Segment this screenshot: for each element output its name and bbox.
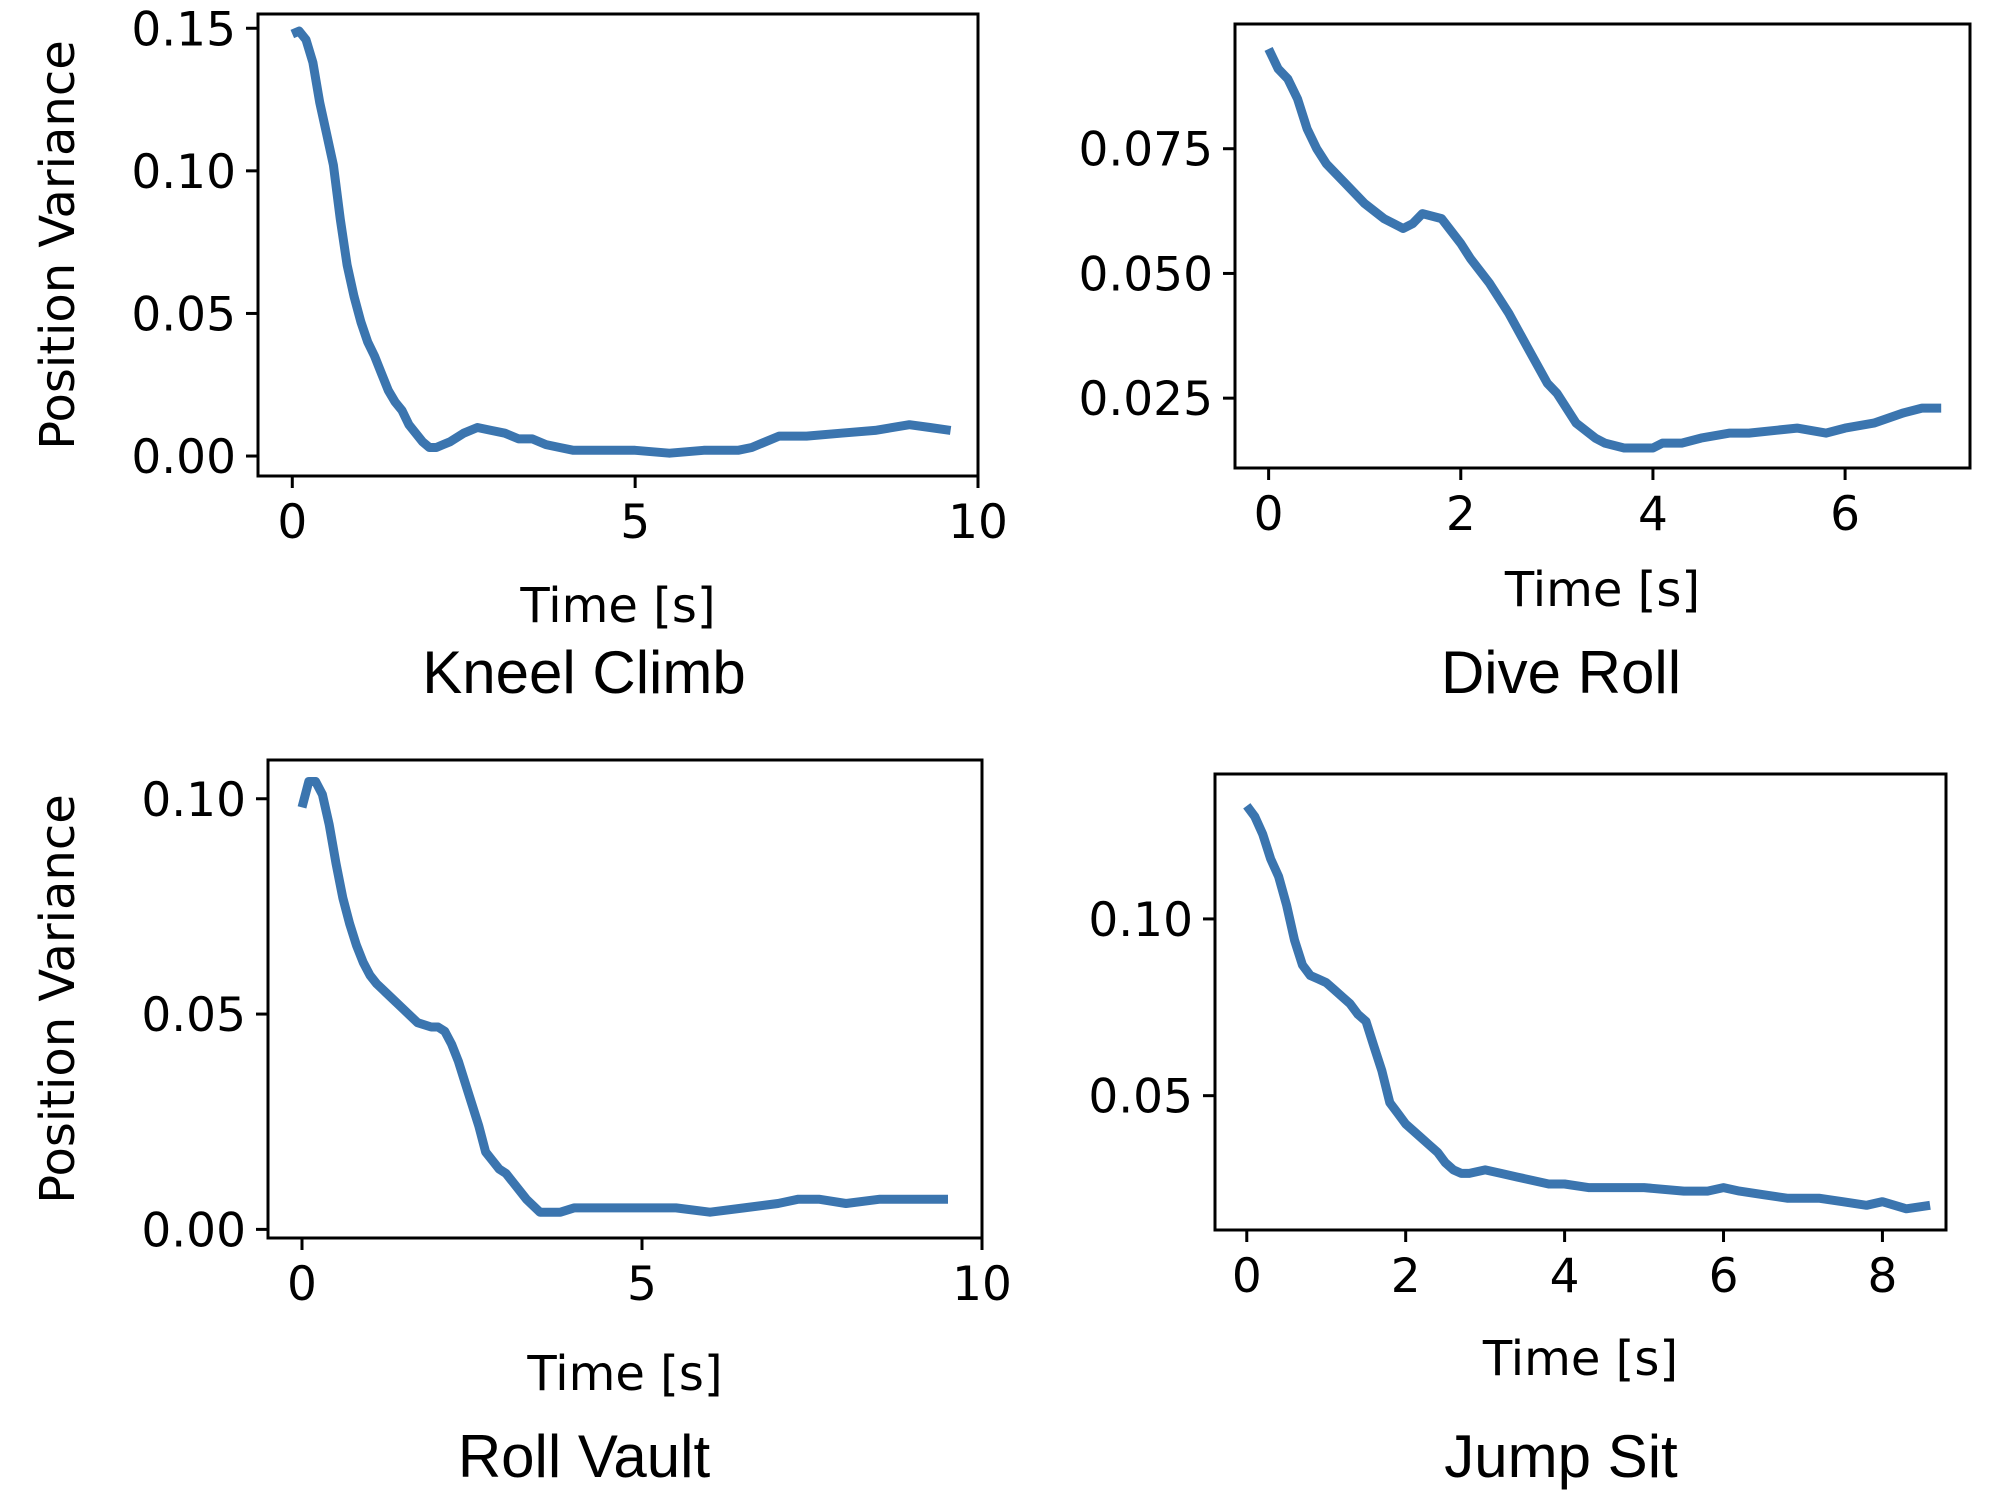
x-tick-label-dive-roll: 0: [1254, 487, 1284, 542]
y-tick-label-dive-roll: 0.075: [1078, 123, 1213, 178]
x-tick-label-jump-sit: 6: [1709, 1249, 1739, 1304]
x-tick-label-roll-vault: 5: [627, 1257, 657, 1312]
axes-frame-roll-vault: [266, 758, 984, 1240]
panel-title-roll-vault: Roll Vault: [458, 1423, 711, 1490]
x-tick-label-roll-vault: 10: [952, 1257, 1012, 1312]
x-axis-label-dive-roll: Time [s]: [1504, 562, 1700, 618]
x-tick-label-jump-sit: 4: [1550, 1249, 1580, 1304]
x-axis-label-roll-vault: Time [s]: [526, 1346, 722, 1402]
y-tick-label-roll-vault: 0.05: [141, 988, 246, 1043]
x-tick-label-jump-sit: 8: [1867, 1249, 1897, 1304]
series-line-dive-roll: [1264, 46, 1942, 453]
x-tick-label-roll-vault: 0: [287, 1257, 317, 1312]
y-tick-label-kneel-climb: 0.05: [131, 287, 236, 342]
y-tick-label-roll-vault: 0.10: [141, 773, 246, 828]
y-axis-label-roll-vault: Position Variance: [30, 794, 86, 1204]
series-line-jump-sit: [1243, 803, 1931, 1214]
panel-jump-sit: 0 2 4 6 8 0.05 0.10 Time [s] Jump Sit: [1088, 772, 1948, 1490]
series-line-kneel-climb: [290, 26, 952, 458]
y-tick-label-roll-vault: 0.00: [141, 1203, 246, 1258]
x-tick-label-jump-sit: 2: [1391, 1249, 1421, 1304]
y-tick-label-jump-sit: 0.05: [1088, 1070, 1193, 1125]
x-tick-label-kneel-climb: 10: [948, 495, 1008, 550]
panel-title-dive-roll: Dive Roll: [1441, 639, 1681, 706]
panel-roll-vault: 0 5 10 0.00 0.05 0.10 Time [s] Position Varianc…: [30, 758, 1012, 1490]
y-tick-label-kneel-climb: 0.00: [131, 430, 236, 485]
y-axis-label-kneel-climb: Position Variance: [30, 40, 86, 450]
panel-title-kneel-climb: Kneel Climb: [422, 639, 745, 706]
x-axis-label-kneel-climb: Time [s]: [519, 578, 715, 634]
y-tick-label-kneel-climb: 0.10: [131, 145, 236, 200]
axes-frame-jump-sit: [1213, 772, 1948, 1232]
y-tick-label-dive-roll: 0.050: [1078, 247, 1213, 302]
axes-frame-kneel-climb: [256, 12, 980, 478]
x-axis-label-jump-sit: Time [s]: [1482, 1331, 1678, 1387]
y-tick-label-jump-sit: 0.10: [1088, 893, 1193, 948]
x-tick-label-jump-sit: 0: [1232, 1249, 1262, 1304]
x-tick-label-kneel-climb: 0: [277, 495, 307, 550]
series-line-roll-vault: [297, 777, 948, 1217]
x-tick-label-dive-roll: 4: [1638, 487, 1668, 542]
axes-frame-dive-roll: [1233, 22, 1972, 470]
panel-title-jump-sit: Jump Sit: [1444, 1423, 1678, 1490]
x-tick-label-kneel-climb: 5: [620, 495, 650, 550]
y-tick-label-dive-roll: 0.025: [1078, 372, 1213, 427]
panel-dive-roll: 0 2 4 6 0.025 0.050 0.075 Time [s] Dive Roll: [1078, 22, 1972, 706]
y-tick-label-kneel-climb: 0.15: [131, 2, 236, 57]
x-tick-label-dive-roll: 2: [1446, 487, 1476, 542]
x-tick-label-dive-roll: 6: [1830, 487, 1860, 542]
panel-kneel-climb: 0 5 10 0.00 0.05 0.10 0.15 Time [s] Position Var…: [30, 2, 1008, 706]
